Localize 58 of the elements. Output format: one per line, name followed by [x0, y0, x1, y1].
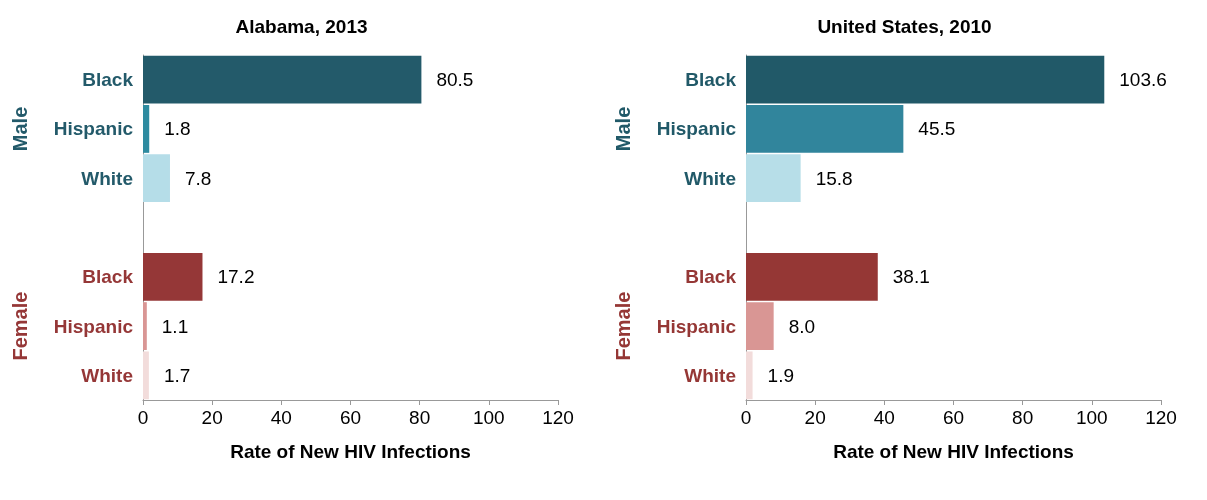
- x-tick-label: 40: [873, 407, 895, 428]
- data-label: 38.1: [892, 266, 930, 288]
- x-tick-label: 80: [1012, 407, 1034, 428]
- y-tick-label: Hispanic: [656, 118, 737, 140]
- data-label: 1.7: [163, 364, 191, 386]
- x-tick-label: 60: [339, 407, 362, 428]
- chart-title: Alabama, 2013: [235, 16, 368, 37]
- y-tick-label: Black: [685, 69, 737, 91]
- x-tick-label: 40: [270, 407, 292, 428]
- x-tick-label: 20: [804, 407, 826, 428]
- x-axis-title: Rate of New HIV Infections: [230, 441, 471, 462]
- text: Male: [612, 106, 634, 152]
- data-label: 7.8: [184, 167, 212, 189]
- bar: [143, 55, 422, 104]
- bar: [746, 105, 904, 153]
- x-tick-label: 20: [201, 407, 223, 428]
- x-tick-label: 60: [942, 407, 965, 428]
- x-tick-label: 0: [137, 407, 149, 428]
- y-tick-label: Hispanic: [656, 315, 737, 337]
- x-axis-title: Rate of New HIV Infections: [833, 441, 1074, 462]
- data-label: 80.5: [436, 69, 474, 91]
- data-label: 1.8: [164, 118, 191, 140]
- y-tick-label: White: [81, 364, 133, 386]
- bar: [746, 351, 753, 400]
- bar: [746, 55, 1105, 104]
- chart-title: United States, 2010: [817, 16, 992, 37]
- data-label: 1.1: [161, 315, 189, 337]
- bar: [143, 252, 203, 301]
- data-label: 17.2: [217, 266, 255, 288]
- bar: [746, 154, 801, 203]
- y-tick-label: White: [684, 364, 736, 386]
- y-tick-label: White: [81, 167, 133, 189]
- text: Female: [612, 291, 634, 361]
- bar: [143, 154, 170, 203]
- y-tick-label: Black: [82, 266, 134, 288]
- x-tick-label: 80: [409, 407, 431, 428]
- data-label: 8.0: [788, 315, 816, 337]
- data-label: 103.6: [1119, 69, 1167, 91]
- data-label: 45.5: [918, 118, 956, 140]
- bar: [143, 105, 150, 153]
- bar: [143, 351, 149, 400]
- x-tick-label: 100: [472, 407, 505, 428]
- x-tick-label: 0: [740, 407, 752, 428]
- y-tick-label: White: [684, 167, 736, 189]
- x-tick-label: 100: [1075, 407, 1108, 428]
- data-label: 1.9: [767, 364, 794, 386]
- y-tick-label: Black: [82, 69, 134, 91]
- text: Male: [9, 106, 31, 152]
- text: Female: [9, 291, 31, 361]
- y-tick-label: Hispanic: [53, 315, 134, 337]
- y-tick-label: Hispanic: [53, 118, 134, 140]
- bar: [143, 302, 147, 350]
- bar: [746, 302, 774, 350]
- y-tick-label: Black: [685, 266, 737, 288]
- data-label: 15.8: [815, 167, 853, 189]
- x-tick-label: 120: [542, 407, 574, 428]
- x-tick-label: 120: [1145, 407, 1177, 428]
- bar: [746, 252, 878, 301]
